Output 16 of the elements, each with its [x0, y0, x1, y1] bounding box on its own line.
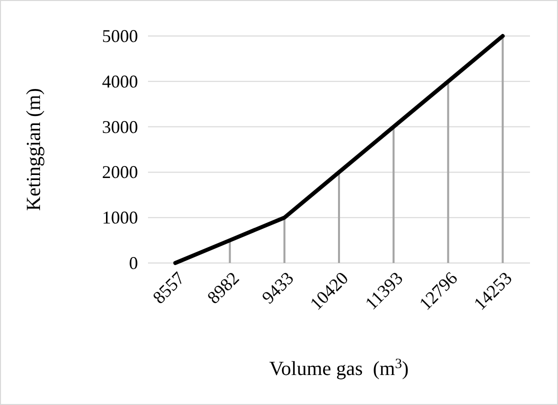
y-tick-label: 3000	[102, 116, 138, 137]
y-tick-label: 0	[129, 253, 138, 273]
x-tick-label: 8982	[203, 268, 243, 308]
bar	[338, 172, 340, 263]
x-axis-title: Volume gas (m$^{3}$)	[269, 356, 409, 380]
y-tick-label: 2000	[102, 162, 138, 182]
bar	[502, 36, 504, 263]
y-tick-label: 5000	[102, 26, 138, 46]
bar	[447, 81, 450, 263]
y-tick-label: 1000	[102, 208, 138, 228]
y-axis-title: Ketinggian (m)	[23, 88, 45, 211]
y-tick-label: 4000	[102, 71, 138, 92]
bar	[392, 126, 395, 263]
bar	[228, 240, 231, 263]
bar	[283, 218, 286, 263]
line-series	[173, 34, 505, 265]
